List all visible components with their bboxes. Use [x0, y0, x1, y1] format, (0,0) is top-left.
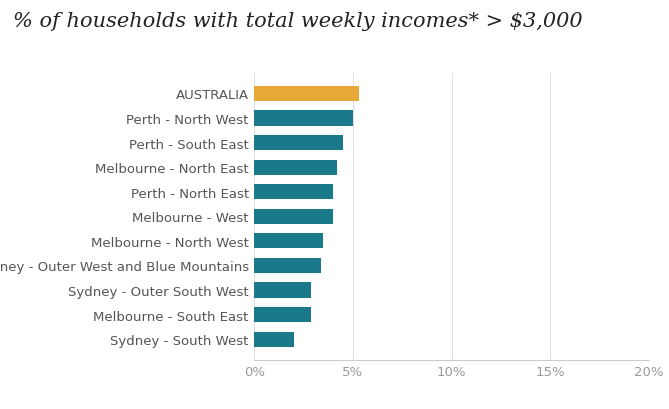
Bar: [254, 87, 359, 102]
Text: % of households with total weekly incomes* > $3,000: % of households with total weekly income…: [13, 12, 583, 31]
Bar: [254, 185, 333, 200]
Bar: [254, 209, 333, 225]
Bar: [254, 283, 312, 298]
Bar: [254, 258, 321, 273]
Bar: [254, 332, 294, 347]
Bar: [254, 234, 323, 249]
Bar: [254, 160, 337, 175]
Bar: [254, 136, 343, 151]
Bar: [254, 111, 353, 126]
Bar: [254, 307, 312, 322]
